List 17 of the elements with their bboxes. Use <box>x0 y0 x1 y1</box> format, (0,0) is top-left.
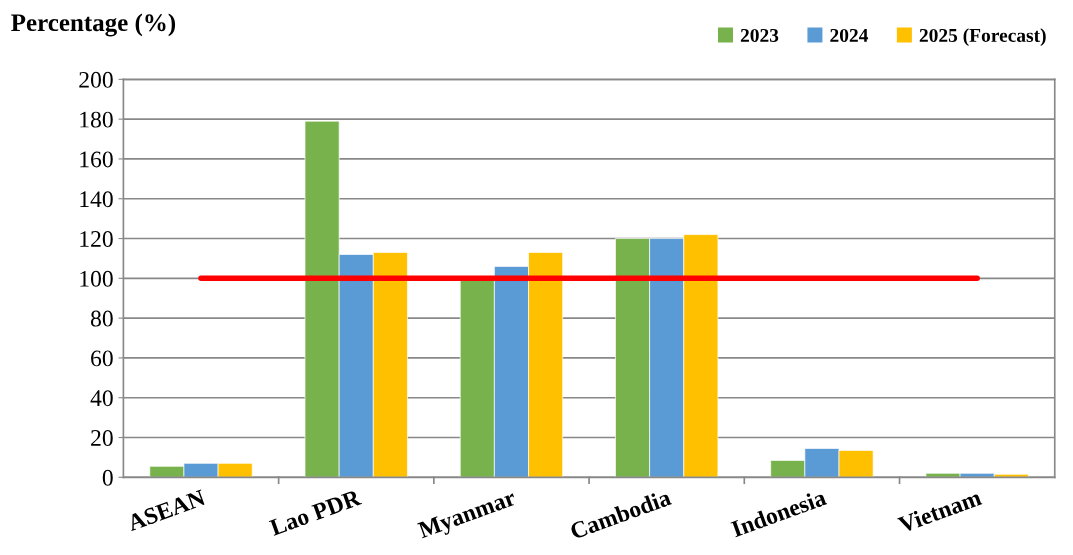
y-tick-label: 120 <box>80 231 113 247</box>
legend-label: 2024 <box>830 28 869 42</box>
legend-label: 2023 <box>740 28 779 42</box>
y-tick-label: 140 <box>80 191 113 208</box>
legend-label: 2025 (Forecast) <box>919 28 1046 46</box>
y-tick-label: 40 <box>90 390 113 407</box>
x-tick-label: Lao PDR <box>268 489 363 536</box>
y-tick-label: 0 <box>102 469 113 486</box>
y-tick-label: 60 <box>91 350 113 367</box>
y-axis-title: Percentage (%) <box>11 13 176 37</box>
y-tick-label: 20 <box>91 430 113 446</box>
y-tick-label: 160 <box>80 151 113 168</box>
y-tick-label: 80 <box>90 310 113 327</box>
y-tick-label: 200 <box>79 71 113 88</box>
y-tick-label: 180 <box>80 111 113 128</box>
y-tick-label: 100 <box>80 270 113 287</box>
x-tick-label: Vietnam <box>896 488 983 534</box>
